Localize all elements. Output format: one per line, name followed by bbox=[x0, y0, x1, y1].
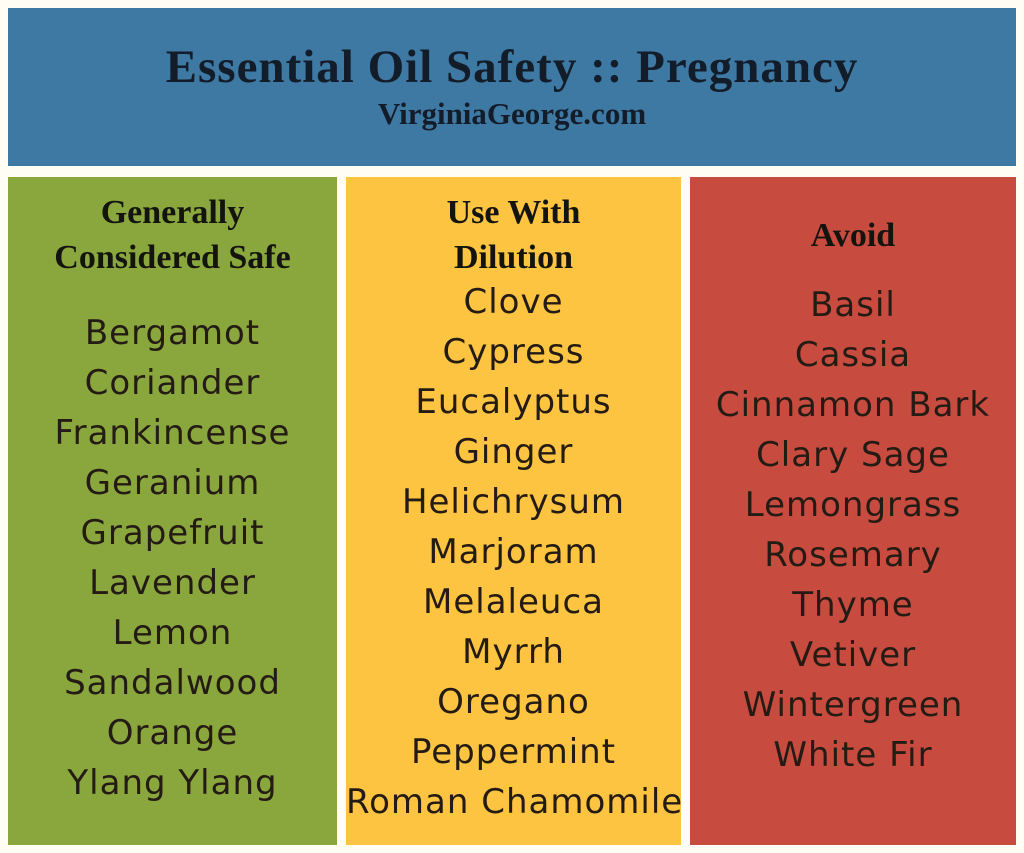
oil-item: Melaleuca bbox=[423, 582, 604, 622]
oil-item: Clove bbox=[463, 282, 564, 322]
oil-item: Basil bbox=[810, 285, 896, 325]
category-columns: Generally Considered Safe Bergamot Corian… bbox=[8, 177, 1016, 845]
oil-list-avoid: Basil Cassia Cinnamon Bark Clary Sage Lemong… bbox=[690, 280, 1016, 780]
site-name: VirginiaGeorge.com bbox=[377, 96, 647, 132]
poster-title: Essential Oil Safety :: Pregnancy bbox=[165, 41, 859, 94]
oil-item: Ylang Ylang bbox=[67, 763, 278, 803]
column-generally-safe: Generally Considered Safe Bergamot Corian… bbox=[8, 177, 337, 845]
column-heading-use-with-dilution: Use With Dilution bbox=[446, 194, 581, 276]
oil-item: Eucalyptus bbox=[415, 382, 612, 422]
oil-item: Rosemary bbox=[764, 535, 942, 575]
oil-item: Grapefruit bbox=[80, 513, 265, 553]
oil-item: Thyme bbox=[792, 585, 914, 625]
oil-item: Peppermint bbox=[410, 732, 617, 772]
oil-item: Marjoram bbox=[428, 532, 599, 572]
header-banner: Essential Oil Safety :: Pregnancy Virgin… bbox=[8, 8, 1016, 166]
oil-item: Cassia bbox=[794, 335, 912, 375]
oil-item: Frankincense bbox=[54, 413, 291, 453]
oil-item: Geranium bbox=[84, 463, 261, 503]
oil-item: Vetiver bbox=[789, 635, 917, 675]
oil-item: Orange bbox=[106, 713, 239, 753]
oil-item: Lemongrass bbox=[744, 485, 962, 525]
column-heading-avoid: Avoid bbox=[810, 216, 896, 254]
oil-item: Clary Sage bbox=[756, 435, 950, 475]
oil-item: Cinnamon Bark bbox=[715, 385, 991, 425]
oil-item: Cypress bbox=[442, 332, 585, 372]
oil-item: Roman Chamomile bbox=[346, 782, 684, 822]
oil-item: Oregano bbox=[437, 682, 590, 722]
oil-item: Helichrysum bbox=[401, 482, 626, 522]
oil-list-generally-safe: Bergamot Coriander Frankincense Geranium Gra… bbox=[8, 308, 337, 808]
oil-item: Coriander bbox=[84, 363, 261, 403]
oil-item: Bergamot bbox=[84, 313, 261, 353]
oil-item: Lavender bbox=[89, 563, 256, 603]
oil-item: Wintergreen bbox=[742, 685, 964, 725]
oil-item: Myrrh bbox=[462, 632, 565, 672]
oil-item: Lemon bbox=[112, 613, 233, 653]
oil-list-use-with-dilution: Clove Cypress Eucalyptus Ginger Helichrysum M… bbox=[346, 277, 684, 827]
oil-item: Ginger bbox=[453, 432, 574, 472]
oil-item: Sandalwood bbox=[64, 663, 281, 703]
column-avoid: Avoid Basil Cassia Cinnamon Bark Clary Sage… bbox=[690, 177, 1016, 845]
column-heading-generally-safe: Generally Considered Safe bbox=[54, 194, 291, 276]
column-use-with-dilution: Use With Dilution Clove Cypress Eucalyptus… bbox=[346, 177, 684, 845]
oil-item: White Fir bbox=[773, 735, 933, 775]
